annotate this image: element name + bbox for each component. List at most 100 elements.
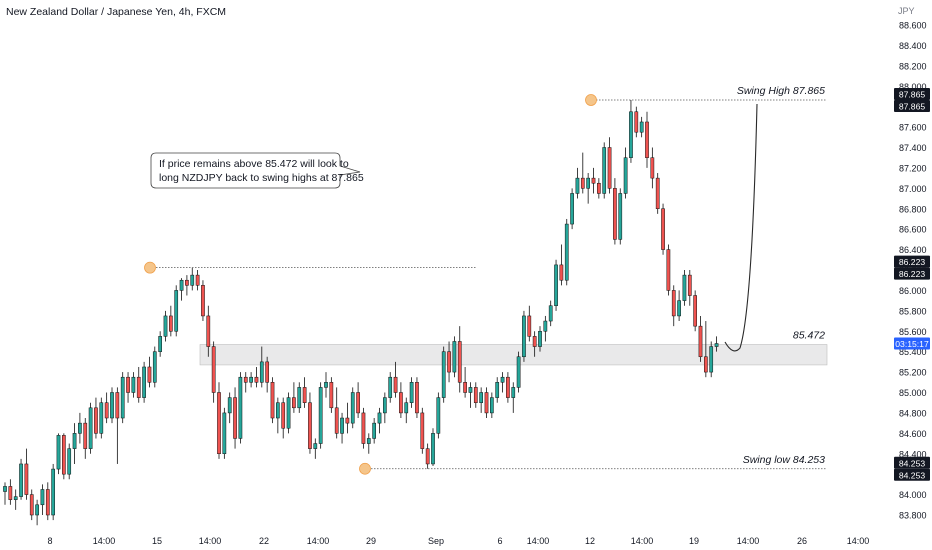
- y-tick-label: 88.400: [899, 41, 927, 51]
- candle-down: [206, 315, 211, 347]
- candle-up: [222, 412, 227, 454]
- candle-down: [559, 264, 564, 281]
- candle-down: [607, 147, 612, 189]
- x-tick-label: 8: [47, 536, 52, 546]
- x-tick-label: 29: [366, 536, 376, 546]
- candle-up: [500, 376, 505, 383]
- price-tag: [894, 255, 930, 268]
- price-tag: [894, 468, 930, 481]
- candle-down: [597, 182, 601, 194]
- candle-up: [538, 331, 542, 347]
- x-tick-label: 14:00: [631, 536, 654, 546]
- candle-down: [345, 417, 350, 424]
- candle-up: [548, 305, 553, 322]
- y-tick-label: 87.000: [899, 184, 927, 194]
- candle-up: [313, 443, 318, 449]
- x-tick-label: 14:00: [737, 536, 760, 546]
- y-tick-label: 88.000: [899, 82, 927, 92]
- candle-up: [452, 341, 457, 373]
- candle-up: [409, 382, 414, 403]
- y-tick-label: 86.400: [899, 245, 927, 255]
- candle-down: [457, 341, 462, 383]
- candle-up: [318, 387, 323, 444]
- candle-down: [243, 376, 248, 383]
- candle-up: [72, 433, 77, 449]
- candle-down: [8, 486, 13, 500]
- candle-up: [158, 336, 163, 352]
- candle-up: [142, 366, 146, 398]
- candle-up: [388, 376, 393, 398]
- candle-down: [281, 402, 286, 429]
- y-tick-label: 87.400: [899, 143, 927, 153]
- x-tick-label: 26: [797, 536, 807, 546]
- candle-down: [104, 402, 109, 419]
- candle-up: [586, 177, 590, 189]
- candle-up: [479, 392, 483, 403]
- candle-down: [115, 392, 120, 419]
- y-tick-label: 86.600: [899, 225, 927, 235]
- x-tick-label: 14:00: [527, 536, 550, 546]
- candle-up: [227, 397, 232, 414]
- x-tick-label: 14:00: [847, 536, 870, 546]
- candle-up: [120, 376, 125, 419]
- candle-up: [554, 264, 558, 306]
- price-axis[interactable]: 83.80084.00084.20084.40084.60084.80085.0…: [899, 21, 927, 521]
- time-axis[interactable]: 8 14:00 15 14:00 22 14:00 29 Sep 6 14:00 12 14:00 19…: [47, 536, 869, 546]
- candles-layer: [3, 100, 719, 526]
- candle-down: [591, 177, 596, 184]
- candle-down: [671, 290, 676, 317]
- projection-curve: [724, 103, 758, 352]
- price-tag-label: 03:15:17: [895, 339, 929, 349]
- x-tick-label: 14:00: [93, 536, 116, 546]
- candle-up: [179, 279, 184, 291]
- candle-up: [174, 290, 179, 332]
- candle-up: [152, 351, 157, 383]
- candle-up: [67, 448, 72, 475]
- candle-up: [40, 489, 45, 506]
- candle-up: [377, 412, 382, 424]
- price-tag-label: 86.223: [899, 257, 926, 267]
- level-label: 85.472: [793, 329, 825, 341]
- candle-up: [88, 407, 93, 449]
- candle-down: [29, 494, 34, 516]
- candle-down: [473, 387, 478, 403]
- candle-up: [286, 397, 291, 429]
- candle-down: [45, 489, 50, 516]
- candle-up: [51, 468, 55, 516]
- candle-up: [575, 177, 580, 194]
- candle-down: [356, 392, 360, 414]
- candle-up: [511, 387, 516, 398]
- candle-down: [265, 361, 269, 383]
- candle-down: [329, 382, 334, 409]
- candle-up: [78, 422, 82, 434]
- price-tag-label: 87.865: [899, 90, 926, 100]
- y-tick-label: 86.000: [899, 286, 927, 296]
- candle-down: [361, 412, 366, 444]
- candle-up: [383, 397, 387, 414]
- currency-label: JPY: [898, 6, 915, 16]
- candle-down: [62, 435, 66, 475]
- annotations-layer: Swing High 87.865 85.472 Swing low 84.253 I…: [144, 85, 827, 475]
- candle-down: [136, 376, 141, 398]
- candle-down: [580, 177, 585, 189]
- price-tag: [894, 456, 930, 469]
- y-tick-label: 84.800: [899, 408, 927, 418]
- candle-up: [709, 346, 714, 373]
- candle-up: [163, 315, 168, 337]
- y-tick-label: 84.000: [899, 490, 927, 500]
- candle-up: [682, 274, 687, 301]
- price-tag-label: 87.865: [899, 102, 926, 112]
- candle-down: [420, 412, 425, 449]
- candle-up: [495, 382, 500, 398]
- candle-up: [564, 223, 569, 281]
- x-tick-label: 22: [259, 536, 269, 546]
- candle-up: [618, 193, 623, 240]
- candle-up: [468, 387, 473, 393]
- candle-up: [516, 356, 521, 388]
- candle-down: [169, 315, 173, 332]
- candle-down: [704, 356, 708, 373]
- candle-up: [3, 486, 7, 492]
- candle-up: [324, 382, 328, 388]
- y-tick-label: 87.600: [899, 123, 927, 133]
